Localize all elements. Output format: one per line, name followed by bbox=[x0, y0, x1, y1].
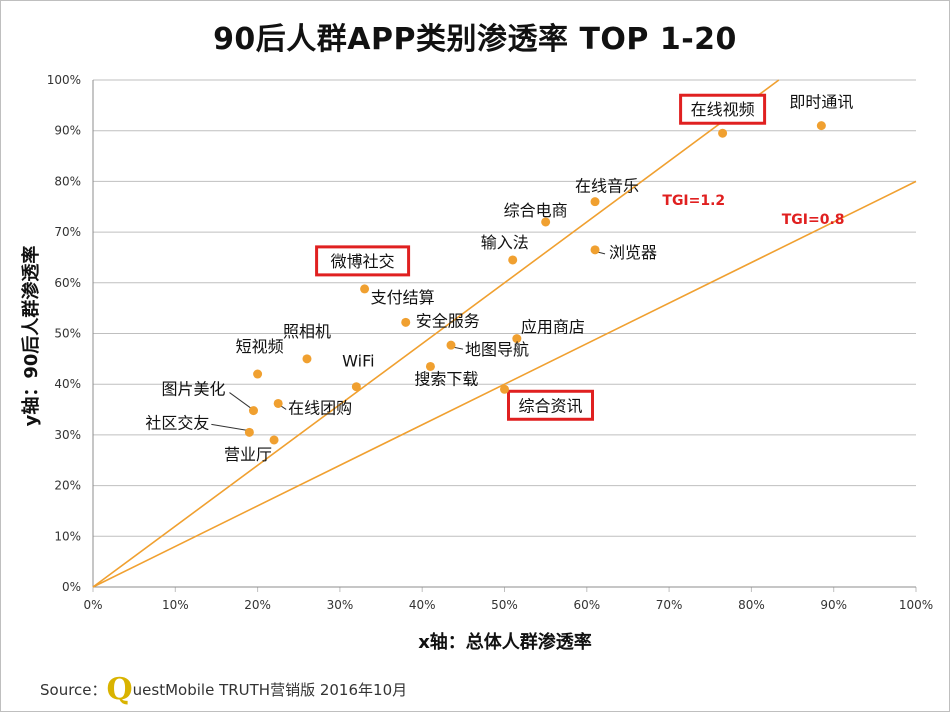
data-point bbox=[248, 406, 258, 416]
point-label: 应用商店 bbox=[521, 318, 585, 337]
source-text: uestMobile TRUTH营销版 2016年10月 bbox=[132, 681, 408, 699]
highlight-box bbox=[679, 93, 767, 125]
point-label: 输入法 bbox=[481, 233, 529, 252]
point-label: 即时通讯 bbox=[789, 93, 853, 112]
x-tick-label: 60% bbox=[573, 598, 600, 612]
point-label: 综合电商 bbox=[504, 201, 568, 220]
y-tick-label: 70% bbox=[54, 225, 81, 239]
point-label: 照相机 bbox=[283, 322, 331, 341]
x-axis-label: x轴：总体人群渗透率 bbox=[418, 632, 592, 653]
data-point bbox=[446, 340, 456, 350]
data-point bbox=[302, 354, 312, 364]
y-tick-label: 80% bbox=[54, 174, 81, 188]
data-point bbox=[541, 217, 551, 227]
highlight-box bbox=[315, 245, 411, 277]
point-label: 在线视频 bbox=[691, 100, 755, 119]
source-prefix: Source： bbox=[40, 681, 107, 699]
y-tick-label: 20% bbox=[54, 479, 81, 493]
data-point bbox=[590, 197, 600, 207]
source-note: Source：QuestMobile TRUTH营销版 2016年10月 bbox=[40, 672, 407, 707]
data-point bbox=[244, 427, 254, 437]
data-point bbox=[425, 361, 435, 371]
point-label: 在线团购 bbox=[288, 398, 352, 417]
x-tick-label: 10% bbox=[162, 598, 189, 612]
x-tick-label: 80% bbox=[738, 598, 765, 612]
y-tick-label: 40% bbox=[54, 377, 81, 391]
x-tick-label: 0% bbox=[83, 598, 102, 612]
highlight-box bbox=[507, 389, 594, 421]
y-tick-label: 90% bbox=[54, 124, 81, 138]
data-point bbox=[360, 284, 370, 294]
point-label: 安全服务 bbox=[416, 311, 480, 330]
questmobile-logo-letter: Q bbox=[106, 672, 133, 707]
chart-title: 90后人群APP类别渗透率 TOP 1-20 bbox=[213, 22, 737, 57]
point-label: 浏览器 bbox=[609, 243, 657, 262]
point-label: 搜索下载 bbox=[414, 369, 478, 388]
data-point bbox=[512, 334, 522, 344]
y-tick-label: 100% bbox=[47, 73, 81, 87]
label-leader-line bbox=[211, 423, 248, 431]
data-point bbox=[273, 398, 283, 408]
data-point bbox=[816, 121, 826, 131]
label-leader-line bbox=[229, 392, 252, 409]
x-tick-label: 30% bbox=[327, 598, 354, 612]
point-label: 微博社交 bbox=[331, 252, 395, 271]
y-tick-label: 60% bbox=[54, 276, 81, 290]
point-label: 社区交友 bbox=[145, 413, 209, 432]
point-label: 地图导航 bbox=[465, 340, 529, 359]
data-point bbox=[253, 369, 263, 379]
point-label: 综合资讯 bbox=[518, 396, 582, 415]
x-tick-label: 70% bbox=[656, 598, 683, 612]
x-tick-label: 90% bbox=[820, 598, 847, 612]
point-label: 图片美化 bbox=[161, 380, 225, 399]
data-point bbox=[401, 317, 411, 327]
point-label: 营业厅 bbox=[224, 445, 272, 464]
y-tick-label: 0% bbox=[62, 580, 81, 594]
tgi-reference-line bbox=[92, 180, 917, 588]
data-point bbox=[269, 435, 279, 445]
x-tick-label: 20% bbox=[244, 598, 271, 612]
data-point bbox=[508, 255, 518, 265]
data-point bbox=[590, 245, 600, 255]
y-tick-label: 10% bbox=[54, 529, 81, 543]
data-point bbox=[500, 384, 509, 394]
x-tick-label: 50% bbox=[491, 598, 518, 612]
data-point bbox=[351, 382, 361, 392]
x-tick-label: 40% bbox=[409, 598, 436, 612]
point-label: 短视频 bbox=[236, 337, 284, 356]
y-tick-label: 50% bbox=[54, 327, 81, 341]
x-tick-label: 100% bbox=[899, 598, 933, 612]
data-point bbox=[718, 128, 728, 138]
point-label: 支付结算 bbox=[371, 288, 435, 307]
point-label: WiFi bbox=[342, 352, 374, 371]
tgi-reference-line bbox=[92, 79, 780, 588]
point-label: 在线音乐 bbox=[575, 177, 639, 196]
y-tick-label: 30% bbox=[54, 428, 81, 442]
tgi-0-8-label: TGI=0.8 bbox=[782, 212, 845, 228]
tgi-1-2-label: TGI=1.2 bbox=[662, 193, 725, 209]
